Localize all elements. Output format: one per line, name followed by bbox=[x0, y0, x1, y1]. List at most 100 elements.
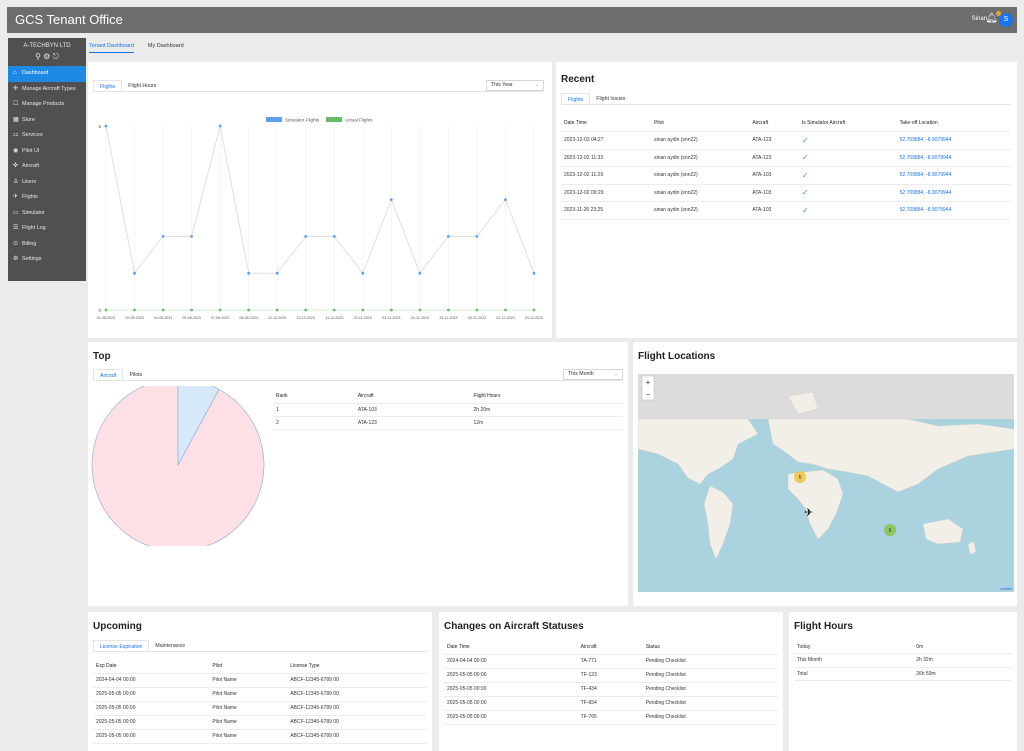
data-point[interactable] bbox=[218, 124, 222, 128]
data-point[interactable] bbox=[504, 198, 507, 202]
table-row[interactable]: 2025-05-05 00:00 TF-765 Pending Checklist bbox=[444, 710, 778, 724]
table-row[interactable]: 2023-12-02 11:29 sinan aydin (snn22) ATA-1… bbox=[561, 167, 1011, 184]
data-point[interactable] bbox=[389, 308, 393, 312]
data-point[interactable] bbox=[133, 271, 136, 275]
sidebar-item-flights[interactable]: ✈ Flights bbox=[8, 190, 86, 206]
tab-top-aircraft[interactable]: Aircraft bbox=[93, 369, 124, 380]
data-point[interactable] bbox=[161, 308, 165, 312]
person-icon[interactable]: ⚲ bbox=[35, 52, 41, 61]
legend-label[interactable]: Actual Flights bbox=[345, 118, 373, 123]
table-row[interactable]: 2025-05-05 00:00 TF-123 Pending Checklist bbox=[444, 668, 778, 682]
table-header-row: Exp Date Pilot License Type bbox=[93, 659, 427, 673]
data-point[interactable] bbox=[218, 308, 222, 312]
data-point[interactable] bbox=[447, 235, 450, 238]
legend-label[interactable]: Simulator Flights bbox=[285, 118, 320, 123]
location-link[interactable]: 52.709884, -8.9079944 bbox=[899, 172, 952, 179]
table-row[interactable]: 2025-05-05 00:00 Pilot Name ABCF-12345-678… bbox=[93, 687, 427, 701]
data-point[interactable] bbox=[475, 235, 479, 238]
map-cluster-marker[interactable] bbox=[794, 471, 806, 483]
sidebar-item-users[interactable]: ♙ Users bbox=[8, 175, 86, 191]
data-point[interactable] bbox=[247, 308, 251, 312]
lock-icon[interactable]: ⎋ bbox=[52, 52, 59, 61]
table-row[interactable]: 2 ATA-123 12m bbox=[273, 416, 623, 429]
data-point[interactable] bbox=[361, 308, 365, 312]
tab-flight-issues[interactable]: Flight Issues bbox=[596, 96, 626, 102]
data-point[interactable] bbox=[418, 271, 422, 275]
user-name[interactable]: Sinan bbox=[971, 16, 987, 22]
sidebar-item-manage-aircraft-types[interactable]: ✣ Manage Aircraft Types bbox=[8, 82, 86, 98]
data-point[interactable] bbox=[361, 271, 365, 275]
tab-my-dashboard[interactable]: My Dashboard bbox=[147, 43, 184, 49]
data-point[interactable] bbox=[161, 235, 165, 238]
tab-recent-flights[interactable]: Flights bbox=[561, 93, 591, 104]
plane-marker-icon[interactable]: ✈ bbox=[804, 507, 813, 519]
sidebar-item-store[interactable]: ▦ Store bbox=[8, 113, 86, 129]
tab-license-expiration[interactable]: License Expiration bbox=[93, 640, 150, 651]
data-point[interactable] bbox=[532, 308, 536, 312]
data-point[interactable] bbox=[447, 308, 450, 312]
table-row[interactable]: 2025-05-05 00:00 TF-434 Pending Checklist bbox=[444, 682, 778, 696]
sidebar-item-settings[interactable]: ⚙ Settings bbox=[8, 252, 86, 268]
sidebar-item-flight-log[interactable]: ☰ Flight Log bbox=[8, 221, 86, 237]
table-row[interactable]: 2023-12-02 11:33 sinan aydin (snn22) ATA-1… bbox=[561, 149, 1011, 167]
data-point[interactable] bbox=[504, 308, 507, 312]
location-link[interactable]: 52.709884, -8.9079944 bbox=[899, 207, 952, 214]
location-link[interactable]: 52.709884, -8.9079944 bbox=[899, 137, 952, 144]
tab-maintenance[interactable]: Maintenance bbox=[155, 643, 186, 649]
pie-slice[interactable] bbox=[91, 386, 265, 546]
sidebar-item-billing[interactable]: ⊙ Billing bbox=[8, 237, 86, 253]
table-row[interactable]: 2023-12-03 04:27 sinan aydin (snn22) ATA-1… bbox=[561, 132, 1011, 149]
sidebar-item-simulator[interactable]: ▭ Simulator bbox=[8, 206, 86, 222]
top-period-select[interactable]: This Month ⌄ bbox=[563, 369, 623, 380]
table-row[interactable]: 2025-05-05 00:00 TF-654 Pending Checklist bbox=[444, 696, 778, 710]
data-point[interactable] bbox=[104, 124, 108, 128]
table-row[interactable]: Total 26h 59m bbox=[794, 667, 1012, 681]
sidebar-item-dashboard[interactable]: ⌂ Dashboard bbox=[8, 66, 86, 82]
data-point[interactable] bbox=[304, 308, 308, 312]
data-point[interactable] bbox=[247, 271, 251, 275]
tab-tenant-dashboard[interactable]: Tenant Dashboard bbox=[89, 40, 134, 53]
data-point[interactable] bbox=[275, 308, 279, 312]
table-row[interactable]: 1 ATA-103 2h 20m bbox=[273, 403, 623, 416]
data-point[interactable] bbox=[104, 308, 108, 312]
zoom-in-button[interactable]: + bbox=[646, 378, 651, 387]
data-point[interactable] bbox=[275, 271, 279, 275]
table-row[interactable]: 2025-05-05 00:00 Pilot Name ABCF-12345-678… bbox=[93, 701, 427, 715]
data-point[interactable] bbox=[389, 198, 393, 202]
data-point[interactable] bbox=[475, 308, 479, 312]
data-point[interactable] bbox=[304, 235, 308, 238]
gear-icon[interactable]: ⚙ bbox=[43, 52, 51, 61]
sidebar-item-services[interactable]: ⚏ Services bbox=[8, 128, 86, 144]
data-point[interactable] bbox=[418, 308, 422, 312]
map-cluster-marker[interactable] bbox=[884, 524, 896, 536]
world-map[interactable]: + − 5 6 ✈ Leaflet bbox=[638, 374, 1014, 592]
table-row[interactable]: 2025-05-05 00:00 Pilot Name ABCF-12345-678… bbox=[93, 715, 427, 729]
sidebar-item-pilot-ui[interactable]: ◉ Pilot UI bbox=[8, 144, 86, 160]
map-attribution[interactable]: Leaflet bbox=[1000, 586, 1013, 591]
data-point[interactable] bbox=[190, 308, 193, 312]
table-row[interactable]: 2023-11-26 23:25 sinan aydin (snn22) ATA-1… bbox=[561, 202, 1011, 219]
table-row[interactable]: 2024-04-04 00:00 TA-771 Pending Checklist bbox=[444, 654, 778, 668]
table-row[interactable]: This Month 2h 32m bbox=[794, 654, 1012, 667]
sidebar-item-manage-products[interactable]: ☐ Manage Products bbox=[8, 97, 86, 113]
sidebar-item-aircraft[interactable]: ✜ Aircraft bbox=[8, 159, 86, 175]
avatar[interactable]: S bbox=[999, 13, 1013, 27]
table-row[interactable]: Today 0m bbox=[794, 640, 1012, 654]
tab-flights[interactable]: Flights bbox=[93, 80, 123, 91]
table-row[interactable]: 2025-05-05 00:00 Pilot Name ABCF-12345-678… bbox=[93, 729, 427, 743]
table-row[interactable]: 2023-12-02 09:29 sinan aydin (snn22) ATA-1… bbox=[561, 184, 1011, 202]
zoom-out-button[interactable]: − bbox=[646, 390, 651, 399]
data-point[interactable] bbox=[133, 308, 136, 312]
period-select[interactable]: This Year ⌄ bbox=[486, 80, 544, 91]
table-row[interactable]: 2024-04-04 00:00 Pilot Name ABCF-12345-678… bbox=[93, 673, 427, 687]
tab-flight-hours[interactable]: Flight Hours bbox=[128, 83, 157, 89]
data-point[interactable] bbox=[532, 271, 536, 275]
data-point[interactable] bbox=[332, 235, 336, 238]
tab-top-pilots[interactable]: Pilots bbox=[129, 372, 143, 378]
notification-bell-icon[interactable]: 🔔︎ bbox=[985, 11, 1001, 24]
pie-slice[interactable] bbox=[177, 386, 220, 466]
location-link[interactable]: 52.709884, -8.9079944 bbox=[899, 154, 952, 161]
data-point[interactable] bbox=[190, 235, 193, 238]
location-link[interactable]: 52.709884, -8.9079944 bbox=[899, 189, 952, 196]
data-point[interactable] bbox=[332, 308, 336, 312]
